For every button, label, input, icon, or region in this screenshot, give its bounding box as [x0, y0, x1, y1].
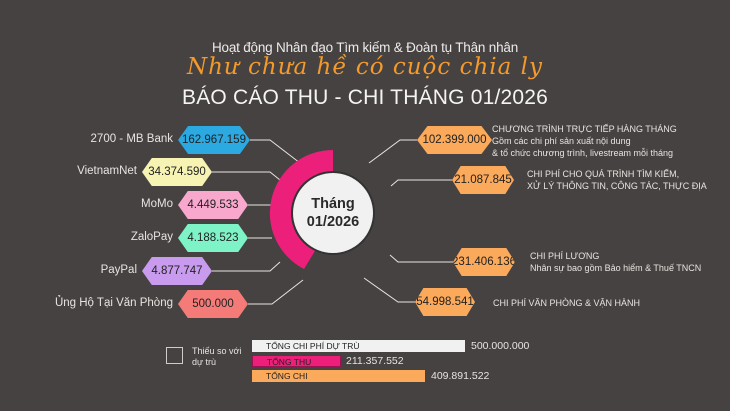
total-income-value: 211.357.552 — [346, 355, 404, 367]
income-amount-hex: 500.000 — [178, 290, 248, 318]
total-expense-bar: TỔNG CHI — [252, 370, 425, 382]
expense-desc-line: Nhân sự bao gồm Bảo hiểm & Thuế TNCN — [530, 263, 702, 273]
income-source-label: PayPal — [100, 264, 137, 276]
expense-amount-hex: 54.998.541 — [415, 288, 475, 316]
campaign-script-title: Như chưa hề có cuộc chia ly — [186, 54, 544, 80]
month-value: 01/2026 — [306, 214, 360, 230]
campaign-subtitle: Hoạt động Nhân đạo Tìm kiếm & Đoàn tụ Th… — [211, 40, 519, 55]
expense-desc-line: & tổ chức chương trình, livestream mỗi t… — [492, 148, 674, 158]
income-amount-hex: 4.188.523 — [178, 224, 248, 252]
legend-label-line: Thiếu so với — [192, 346, 242, 356]
income-amount-hex: 4.449.533 — [178, 191, 248, 219]
expense-amount-hex: 21.087.845 — [452, 166, 514, 194]
month-label: Tháng — [311, 196, 355, 212]
total-income-bar: TỔNG THU — [252, 355, 341, 367]
expense-description: CHI PHÍ CHO QUÁ TRÌNH TÌM KIẾM, XỬ LÝ TH… — [527, 168, 707, 192]
income-source-label: 2700 - MB Bank — [90, 133, 173, 145]
income-source-label: Ủng Hộ Tại Văn Phòng — [54, 297, 173, 309]
expense-description: CHI PHÍ VĂN PHÒNG & VẬN HÀNH — [493, 297, 640, 309]
expense-desc-line: CHƯƠNG TRÌNH TRỰC TIẾP HÀNG THÁNG — [492, 124, 677, 134]
expense-description: CHƯƠNG TRÌNH TRỰC TIẾP HÀNG THÁNG Gồm cá… — [492, 123, 677, 159]
expense-desc-line: CHI PHÍ CHO QUÁ TRÌNH TÌM KIẾM, — [527, 169, 680, 179]
total-budget-bar: TỔNG CHI PHÍ DỰ TRÙ — [252, 340, 465, 352]
total-budget-value: 500.000.000 — [471, 340, 530, 352]
legend-label-line: dự trù — [192, 357, 217, 367]
expense-amount-hex: 231.406.136 — [453, 248, 515, 276]
expense-desc-line: XỬ LÝ THÔNG TIN, CÔNG TÁC, THỰC ĐỊA — [527, 181, 707, 191]
expense-desc-line: CHI PHÍ LƯƠNG — [530, 251, 600, 261]
expense-amount-hex: 102.399.000 — [417, 126, 492, 154]
income-source-label: VietnamNet — [77, 165, 137, 177]
income-source-label: MoMo — [141, 198, 173, 210]
income-ring-arc — [269, 149, 333, 269]
expense-desc-line: Gồm các chi phí sản xuất nội dung — [492, 136, 631, 146]
month-badge: Tháng 01/2026 — [293, 173, 373, 253]
expense-description: CHI PHÍ LƯƠNG Nhân sự bao gồm Bảo hiểm &… — [530, 250, 701, 274]
income-source-label: ZaloPay — [130, 231, 173, 243]
income-amount-hex: 4.877.747 — [142, 257, 212, 285]
total-expense-value: 409.891.522 — [431, 370, 490, 382]
income-amount-hex: 162.967.159 — [178, 126, 250, 154]
legend-swatch — [166, 347, 183, 364]
income-amount-hex: 34.374.590 — [142, 158, 212, 186]
expense-desc-line: CHI PHÍ VĂN PHÒNG & VẬN HÀNH — [493, 298, 641, 308]
legend-label: Thiếu so với dự trù — [192, 346, 241, 368]
report-title: BÁO CÁO THU - CHI THÁNG 01/2026 — [181, 86, 549, 109]
